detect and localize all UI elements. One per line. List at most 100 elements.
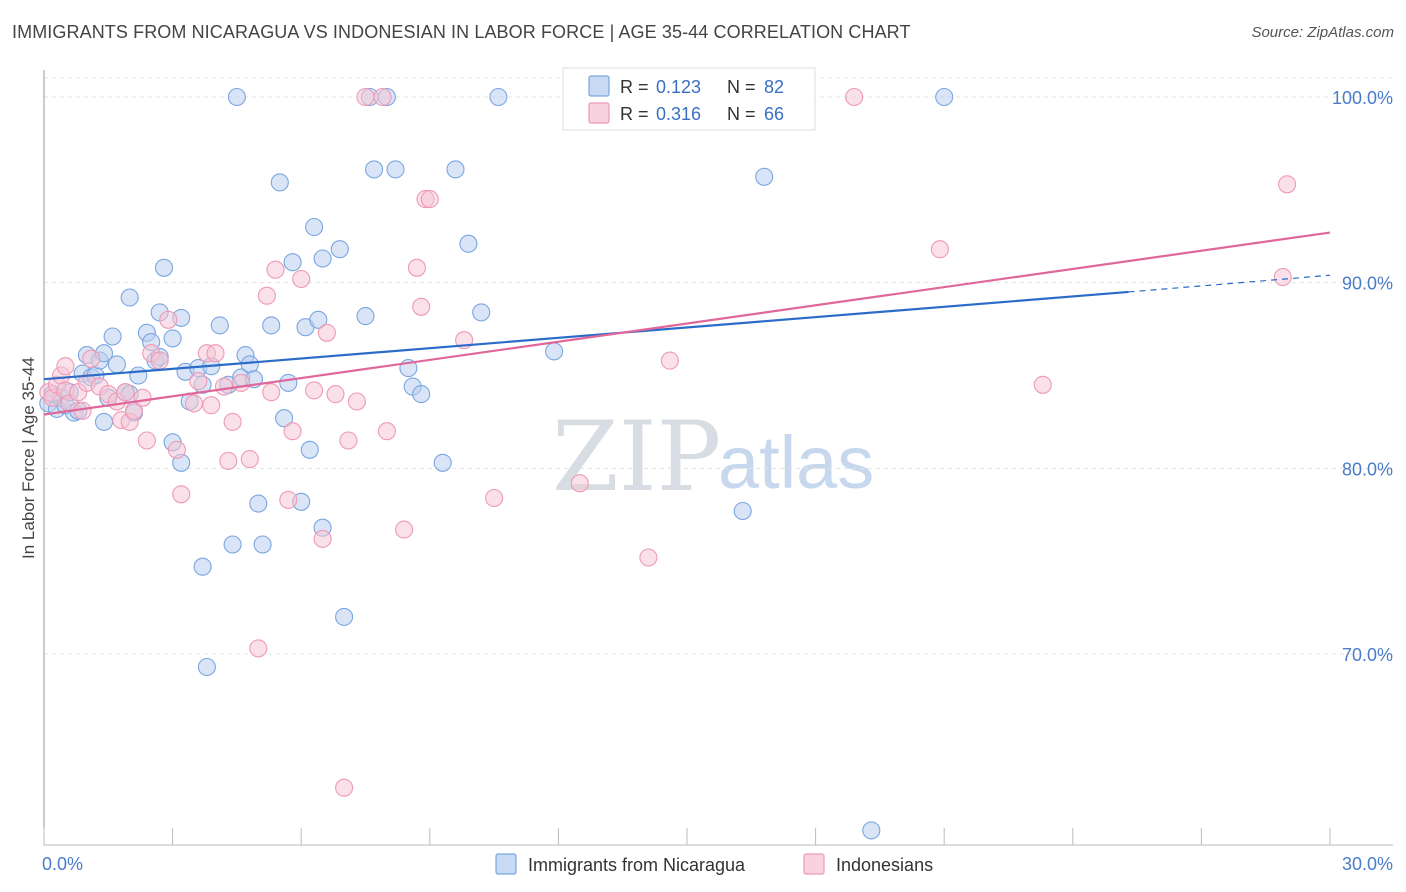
data-point	[232, 373, 251, 392]
data-point	[137, 431, 156, 450]
data-point	[845, 87, 864, 107]
data-point	[262, 383, 281, 402]
data-point	[485, 488, 504, 508]
legend-n-label-nicaragua: N =	[727, 77, 756, 97]
data-point	[279, 490, 298, 509]
data-point	[365, 160, 384, 179]
data-point	[120, 288, 139, 307]
data-point	[227, 87, 246, 107]
data-point	[330, 240, 349, 259]
data-point	[133, 388, 152, 407]
data-point	[545, 342, 564, 361]
data-point	[862, 821, 881, 840]
watermark-atlas: atlas	[718, 421, 874, 504]
data-point	[305, 217, 324, 237]
data-point	[129, 366, 148, 385]
data-point	[356, 307, 375, 326]
legend-n-label-indonesians: N =	[727, 104, 756, 124]
data-point	[56, 357, 75, 376]
data-point	[172, 485, 191, 504]
legend-n-value-indonesians: 66	[764, 104, 784, 124]
bottom-legend: Immigrants from Nicaragua Indonesians	[495, 853, 933, 875]
data-point	[755, 167, 774, 186]
data-point	[309, 310, 328, 329]
y-tick-labels: 70.0% 80.0% 90.0% 100.0%	[1332, 88, 1393, 665]
data-point	[266, 260, 285, 279]
watermark-zip: ZIP	[552, 401, 721, 513]
data-point	[279, 373, 298, 392]
legend-n-value-nicaragua: 82	[764, 77, 784, 97]
data-point	[219, 451, 238, 470]
bottom-legend-label-indonesians: Indonesians	[836, 855, 933, 875]
data-point	[317, 323, 336, 342]
data-point	[107, 355, 126, 374]
data-point	[82, 349, 101, 368]
x-tick-label-min: 0.0%	[42, 854, 83, 874]
y-tick-label-70: 70.0%	[1342, 645, 1393, 665]
data-point	[356, 87, 375, 107]
data-point	[570, 474, 589, 493]
x-tick-label-max: 30.0%	[1342, 854, 1393, 874]
data-point	[733, 501, 752, 521]
data-point	[1278, 175, 1297, 194]
data-point	[94, 412, 114, 431]
bottom-legend-swatch-nicaragua	[495, 853, 517, 875]
chart-title: IMMIGRANTS FROM NICARAGUA VS INDONESIAN …	[12, 22, 911, 42]
legend-r-value-nicaragua: 0.123	[656, 77, 701, 97]
legend-r-label-indonesians: R =	[620, 104, 649, 124]
data-point	[407, 258, 426, 277]
y-tick-label-80: 80.0%	[1342, 459, 1393, 479]
legend: R = 0.123 N = 82 R = 0.316 N = 66	[562, 67, 816, 131]
data-point	[335, 778, 354, 797]
data-point	[223, 535, 242, 554]
data-point	[420, 190, 439, 209]
data-point	[206, 344, 225, 363]
data-point	[305, 381, 324, 400]
y-axis-label: In Labor Force | Age 35-44	[19, 357, 38, 559]
data-point	[150, 351, 169, 370]
data-point	[189, 372, 208, 391]
data-point	[339, 431, 358, 450]
data-point	[639, 548, 658, 567]
data-point	[1033, 375, 1052, 394]
data-point	[253, 535, 272, 554]
data-point	[377, 422, 396, 441]
data-point	[184, 394, 204, 413]
data-point	[386, 160, 405, 179]
data-point	[275, 409, 294, 428]
data-point	[163, 329, 182, 348]
series-indonesians-points	[39, 87, 1297, 797]
legend-r-label-nicaragua: R =	[620, 77, 649, 97]
data-point	[300, 440, 319, 459]
data-point	[240, 450, 259, 469]
data-point	[257, 286, 276, 305]
data-point	[313, 249, 332, 268]
data-point	[210, 316, 229, 335]
data-point	[249, 494, 268, 513]
data-point	[446, 160, 465, 179]
data-point	[1273, 268, 1292, 287]
data-point	[459, 234, 478, 253]
bottom-legend-swatch-indonesians	[803, 853, 825, 875]
data-point	[214, 377, 234, 396]
data-point	[283, 253, 302, 272]
data-point	[249, 639, 268, 658]
data-point	[270, 173, 289, 192]
data-point	[103, 327, 122, 346]
data-point	[412, 297, 431, 316]
data-point	[167, 440, 186, 459]
legend-r-value-indonesians: 0.316	[656, 104, 701, 124]
data-point	[193, 557, 212, 576]
bottom-legend-label-nicaragua: Immigrants from Nicaragua	[528, 855, 746, 875]
data-point	[223, 412, 242, 431]
data-point	[935, 87, 954, 107]
data-point	[197, 657, 216, 677]
y-tick-label-100: 100.0%	[1332, 88, 1393, 108]
data-point	[395, 520, 414, 539]
trend-layer	[43, 231, 1331, 416]
data-point	[930, 240, 949, 259]
legend-swatch-indonesians	[588, 102, 610, 124]
data-point	[262, 316, 281, 335]
chart-source: Source: ZipAtlas.com	[1251, 24, 1394, 41]
